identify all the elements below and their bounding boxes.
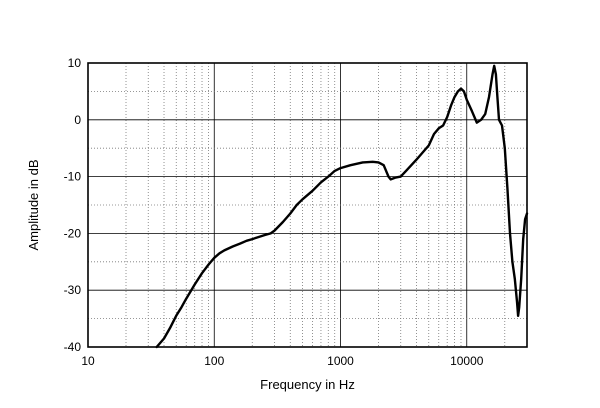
y-axis-label: Amplitude in dB xyxy=(26,159,41,250)
x-tick-label: 100 xyxy=(204,354,224,368)
x-tick-label: 10 xyxy=(81,354,95,368)
y-tick-label: 0 xyxy=(74,113,81,127)
y-tick-label: -20 xyxy=(64,226,82,240)
y-tick-label: -10 xyxy=(64,170,82,184)
x-axis-label: Frequency in Hz xyxy=(260,377,355,392)
x-tick-label: 1000 xyxy=(327,354,354,368)
y-tick-label: -30 xyxy=(64,283,82,297)
x-tick-label: 10000 xyxy=(450,354,484,368)
y-tick-label: 10 xyxy=(68,56,82,70)
grid xyxy=(88,63,527,347)
response-curve xyxy=(155,64,529,349)
y-tick-label: -40 xyxy=(64,340,82,354)
series-layer xyxy=(155,64,529,349)
plot-frame xyxy=(87,62,528,348)
